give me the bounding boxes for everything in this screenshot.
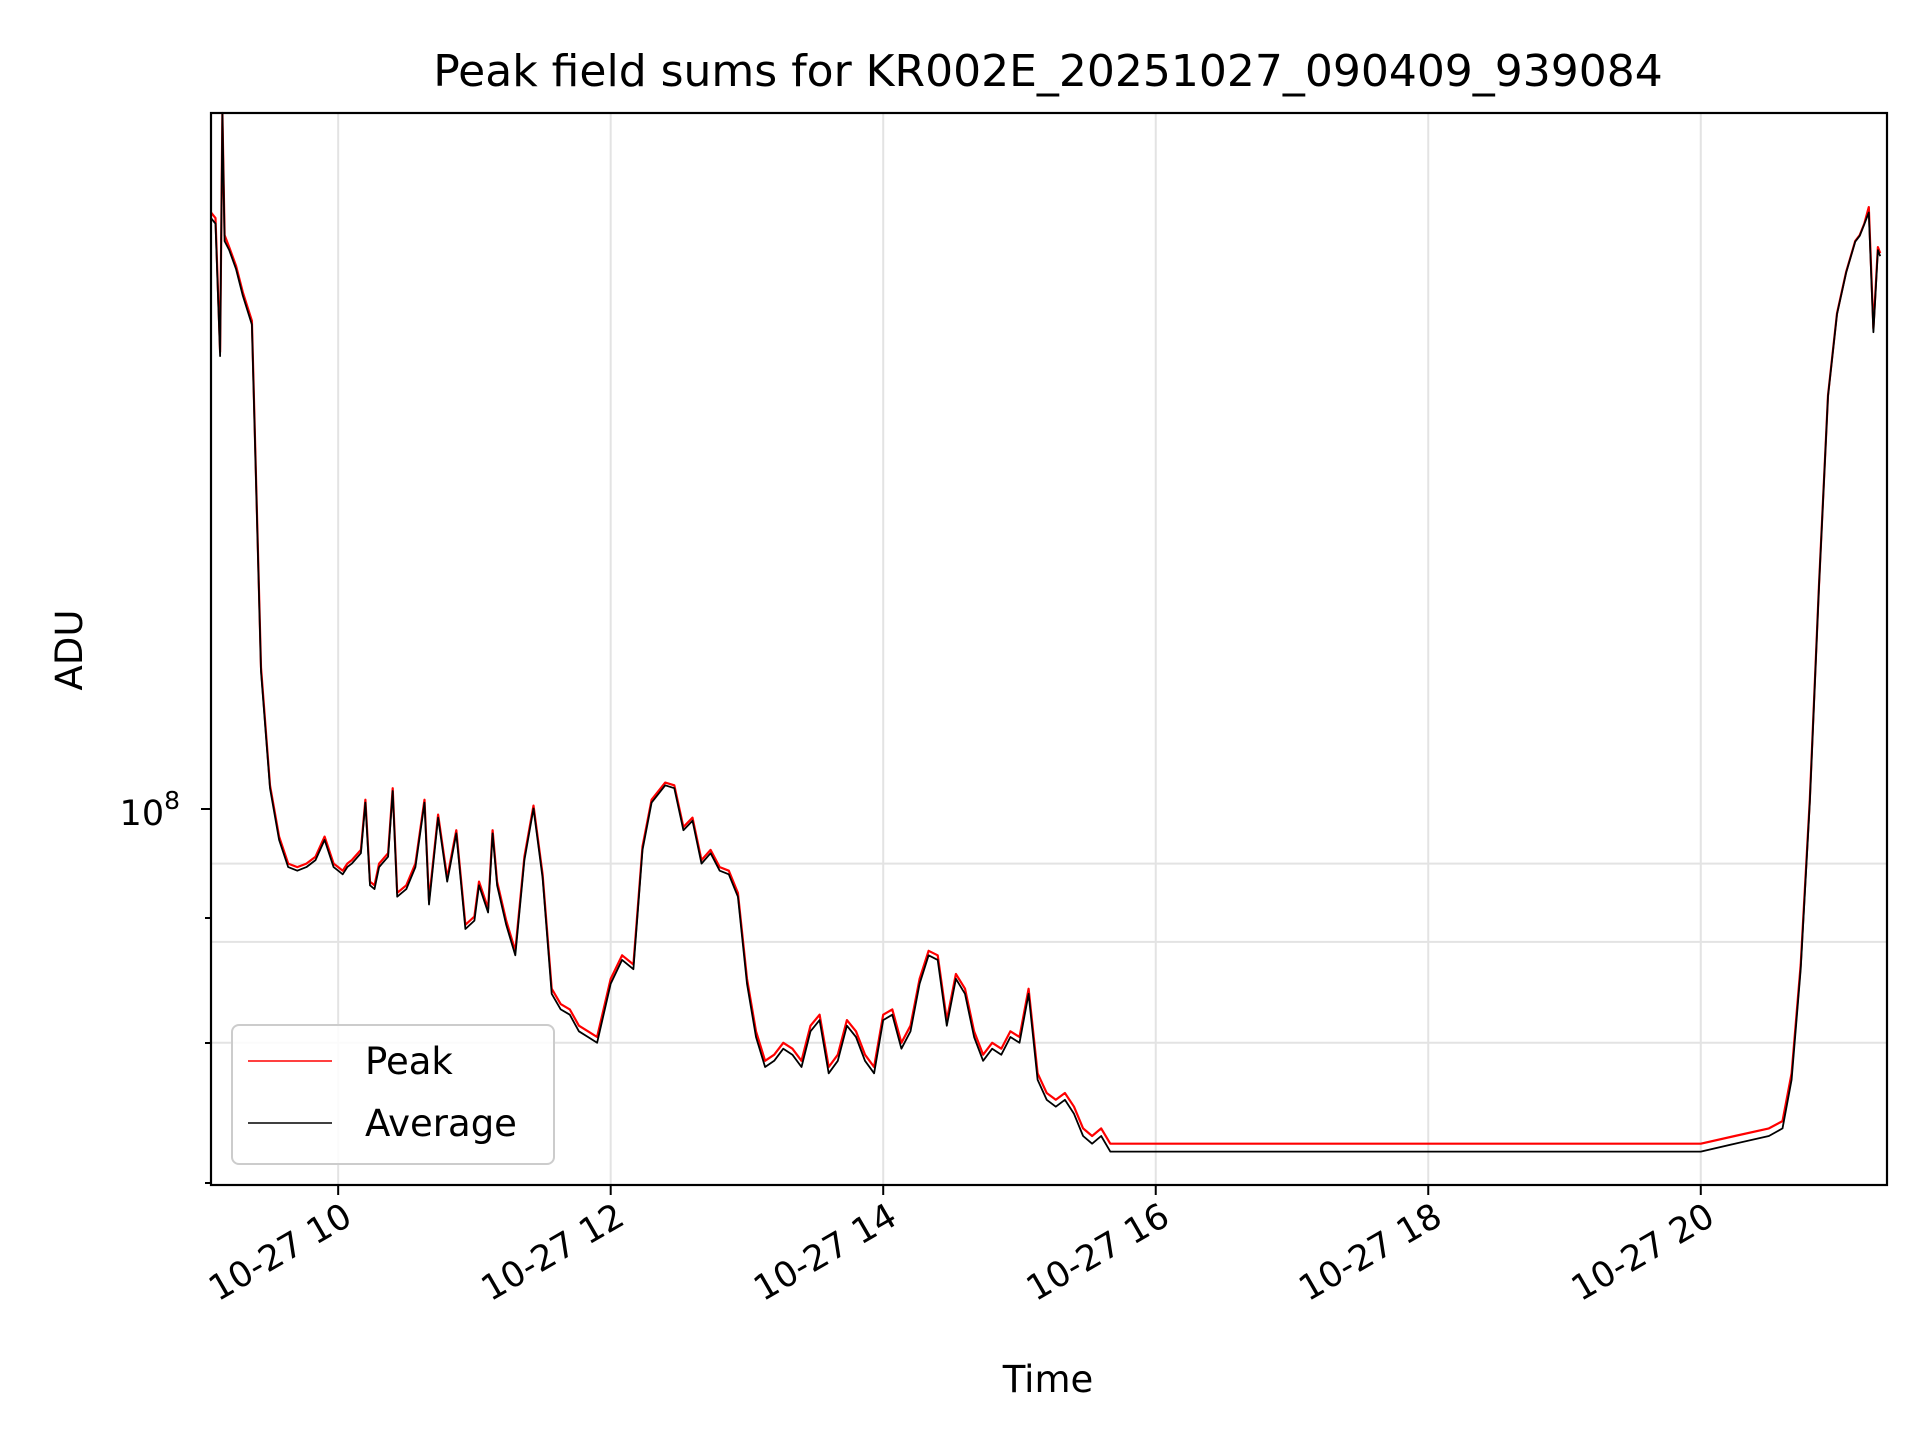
series-lines xyxy=(210,111,1882,1153)
x-axis-label: Time xyxy=(1002,1358,1094,1401)
plot-frame xyxy=(209,111,1889,1187)
y-tick-base: 10 xyxy=(120,794,165,834)
chart-title: Peak field sums for KR002E_20251027_0904… xyxy=(433,46,1663,97)
y-axis-ticks: 108 xyxy=(120,786,211,1184)
legend-box xyxy=(231,1024,555,1165)
series-line-average xyxy=(210,112,1882,1153)
y-axis-label: ADU xyxy=(48,610,91,691)
legend: Peak Average xyxy=(231,1024,555,1165)
y-tick-major-label: 108 xyxy=(120,786,180,834)
legend-label-average: Average xyxy=(365,1102,517,1145)
legend-label-peak: Peak xyxy=(365,1040,453,1083)
y-tick-exponent: 8 xyxy=(164,786,180,815)
